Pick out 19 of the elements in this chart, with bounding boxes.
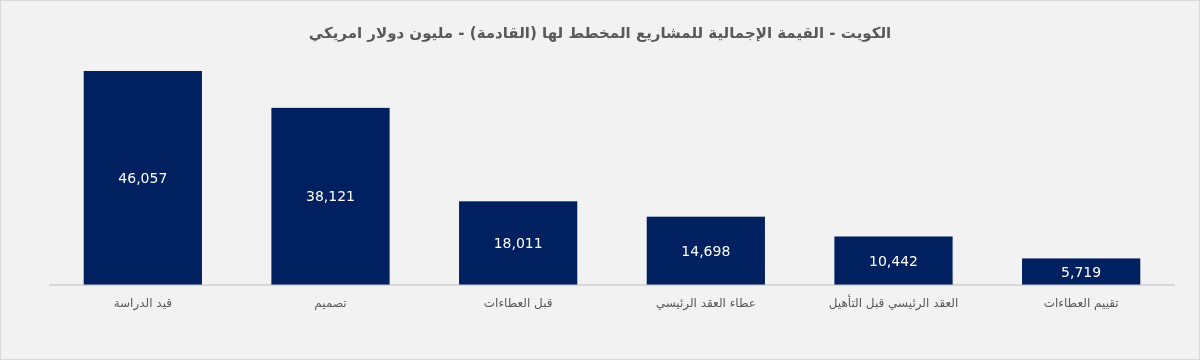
data-label: 38,121: [306, 188, 355, 205]
x-tick-label: قبل العطاءات: [483, 296, 553, 310]
data-label: 14,698: [681, 242, 731, 259]
data-label: 18,011: [493, 235, 543, 252]
bar: [83, 71, 202, 285]
bar: [271, 107, 390, 285]
x-tick-label: قيد الدراسة: [113, 296, 173, 311]
bar: [1022, 258, 1141, 285]
x-tick-label: تقييم العطاءات: [1043, 296, 1119, 310]
x-tick-label: عطاء العقد الرئيسي: [655, 296, 757, 311]
data-label: 5,719: [1061, 263, 1102, 280]
bar: [459, 201, 578, 285]
chart-title: الكويت - القيمة الإجمالية للمشاريع المخطط لها (القادمة) - مليون دولار امريكي: [308, 24, 892, 42]
x-tick-label: العقد الرئيسي قبل التأهيل: [828, 294, 959, 311]
bar: [646, 216, 765, 285]
x-tick-label: تصميم: [314, 296, 347, 310]
bar: [834, 236, 953, 285]
data-label: 10,442: [869, 252, 918, 269]
data-label: 46,057: [118, 170, 168, 186]
